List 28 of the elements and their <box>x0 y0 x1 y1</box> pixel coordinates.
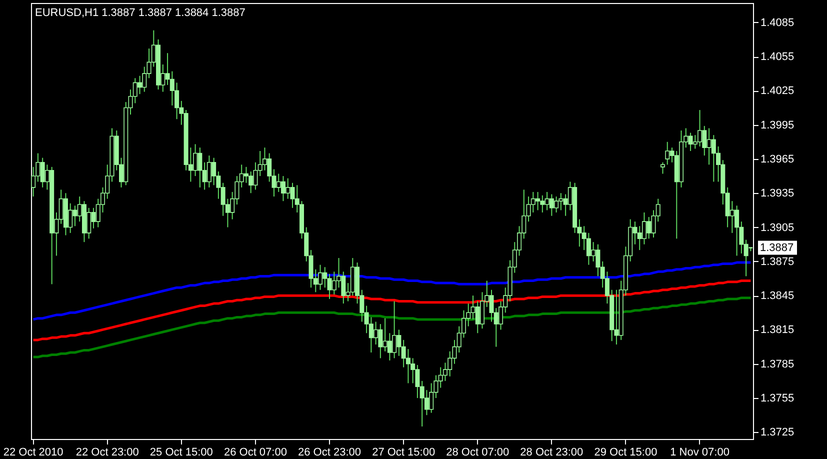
line-series <box>32 296 752 358</box>
y-tick-label: 1.3845 <box>760 290 794 302</box>
y-tick-label: 1.3935 <box>760 188 794 200</box>
x-tick-label: 22 Oct 2010 <box>3 446 64 458</box>
y-tick-label: 1.3755 <box>760 392 794 405</box>
y-tick-label: 1.3905 <box>760 222 794 234</box>
x-tick-label: 28 Oct 23:00 <box>520 446 584 458</box>
y-tick-label: 1.3965 <box>760 153 794 166</box>
y-tick-label: 1.3725 <box>760 426 794 439</box>
x-tick-label: 28 Oct 07:00 <box>446 446 510 458</box>
x-tick-label: 1 Nov 07:00 <box>670 446 730 458</box>
y-tick-label: 1.4055 <box>760 51 794 64</box>
chart-title: EURUSD,H1 1.3887 1.3887 1.3884 1.3887 <box>35 7 246 19</box>
x-tick-label: 25 Oct 15:00 <box>150 446 213 458</box>
candlestick <box>31 166 36 198</box>
candlestick <box>660 162 665 174</box>
x-tick-label: 26 Oct 07:00 <box>224 446 287 458</box>
y-tick-label: 1.3995 <box>760 119 794 132</box>
x-tick-label: 27 Oct 15:00 <box>372 446 436 458</box>
y-tick-label: 1.4025 <box>760 85 794 98</box>
y-tick-label: 1.3815 <box>760 324 794 336</box>
y-tick-label: 1.4085 <box>760 16 794 29</box>
x-tick-label: 26 Oct 23:00 <box>298 446 362 458</box>
y-tick-label: 1.3785 <box>760 358 794 370</box>
text: 1.3887 <box>760 242 794 254</box>
x-tick-label: 29 Oct 15:00 <box>594 446 658 458</box>
y-tick-label: 1.3875 <box>760 256 794 268</box>
x-tick-label: 22 Oct 23:00 <box>76 446 139 458</box>
